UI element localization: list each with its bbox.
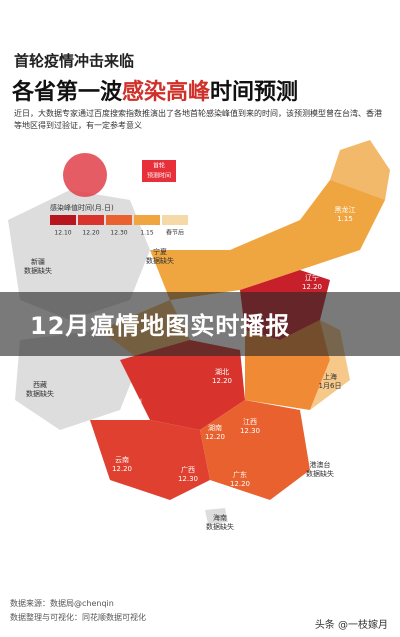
region-name: 西藏 (33, 380, 47, 389)
region-value: 数据缺失 (206, 522, 234, 531)
region-value: 12.20 (230, 480, 250, 488)
region-value: 12.20 (302, 283, 322, 291)
legend-label: 1.15 (140, 230, 154, 237)
region-name: 四川 (128, 398, 142, 406)
headline: 各省第一波感染高峰时间预测 (12, 74, 298, 106)
watermark: 头条 @一枝嫁月 (314, 620, 388, 631)
region-value: 12.20 (125, 407, 145, 415)
legend-swatch (162, 215, 188, 225)
legend-label: 12.10 (54, 230, 71, 237)
virus-icon (63, 153, 107, 197)
region-value: 1.15 (337, 267, 353, 275)
legend: 12.10 12.20 12.30 1.15 春节后 (50, 215, 188, 237)
kicker: 首轮疫情冲击来临 (14, 52, 135, 70)
legend-swatch (134, 215, 160, 225)
region-value: 1.15 (337, 215, 353, 223)
region-name: 海南 (213, 513, 227, 522)
region-south-west (90, 420, 210, 500)
region-southwest (120, 340, 245, 430)
badge (142, 160, 176, 182)
region-south (200, 400, 310, 500)
region-name: 湖南 (208, 423, 222, 432)
source: 数据来源：数据局@chenqin (10, 599, 114, 608)
region-value: 数据缺失 (146, 256, 174, 265)
region-hainan (205, 508, 228, 524)
headline-a: 各省第一波 (12, 80, 123, 105)
region-name: 辽宁 (305, 273, 319, 282)
legend-swatch (78, 215, 104, 225)
region-name: 宁夏 (153, 247, 167, 256)
legend-label: 12.20 (82, 230, 99, 237)
region-value: 12.30 (178, 475, 198, 483)
legend-title: 感染峰值时间(月.日) (50, 203, 114, 212)
region-name: 湖北 (215, 367, 229, 376)
region-northeast (330, 140, 390, 200)
banner-text: 12月瘟情地图实时播报 (30, 312, 291, 340)
region-name: 广东 (233, 470, 247, 479)
badge-text: 首轮 (153, 162, 165, 170)
region-name: 新疆 (31, 257, 45, 266)
region-value: 1月6日 (319, 382, 342, 390)
headline-c: 时间预测 (210, 80, 299, 105)
region-value: 数据缺失 (306, 469, 334, 478)
legend-swatch (50, 215, 76, 225)
legend-swatch (106, 215, 132, 225)
region-name: 广西 (181, 465, 195, 474)
region-name: 江西 (243, 418, 257, 426)
banner: 12月瘟情地图实时播报 (0, 292, 400, 356)
subtitle: 近日，大数据专家通过百度搜索指数推演出了各地首轮感染峰值到来的时间，该预测模型曾… (14, 109, 382, 130)
legend-label: 12.30 (110, 230, 127, 237)
credit: 数据整理与可视化：同花顺数据可视化 (10, 613, 146, 622)
region-value: 12.30 (240, 427, 260, 435)
badge-text: 预测时间 (147, 172, 171, 180)
region-name: 港澳台 (310, 460, 331, 469)
region-north (150, 160, 385, 300)
region-name: 云南 (115, 455, 129, 464)
region-value: 12.20 (205, 433, 225, 441)
region-value: 数据缺失 (26, 389, 54, 398)
headline-b: 感染高峰 (122, 80, 211, 105)
region-name: 黑龙江 (335, 205, 356, 214)
region-value: 12.20 (112, 465, 132, 473)
labels: 黑龙江1.15吉林1.15辽宁12.20宁夏数据缺失上海1月6日四川12.20湖… (24, 205, 356, 531)
region-value: 数据缺失 (24, 266, 52, 275)
region-value: 12.20 (212, 377, 232, 385)
region-name: 吉林 (338, 257, 352, 266)
legend-label: 春节后 (166, 229, 184, 237)
region-name: 上海 (323, 372, 337, 381)
